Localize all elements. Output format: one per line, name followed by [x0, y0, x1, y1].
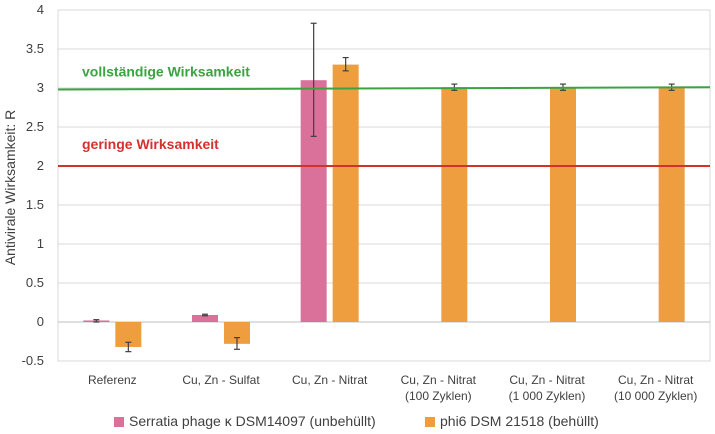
bar-phi6 [441, 87, 468, 322]
x-category-label: Referenz [88, 373, 137, 387]
y-tick-label: 0.5 [26, 275, 44, 290]
y-tick-label: 0 [37, 314, 44, 329]
bar-phi6 [332, 64, 359, 322]
legend-swatch [114, 417, 124, 427]
annotation-full-efficacy: vollständige Wirksamkeit [82, 64, 250, 80]
y-tick-label: 4 [37, 2, 44, 17]
x-category-label: Cu, Zn - Sulfat [182, 373, 260, 387]
annotation-low-efficacy: geringe Wirksamkeit [82, 136, 219, 152]
reference-line [57, 86, 711, 91]
bar-serratia [192, 314, 218, 322]
x-category-label: (1 000 Zyklen) [509, 389, 586, 403]
y-tick-label: 1.5 [26, 197, 44, 212]
legend-swatch [425, 417, 435, 427]
x-category-label: Cu, Zn - Nitrat [509, 373, 585, 387]
bar-phi6 [224, 322, 250, 344]
bar-phi6 [550, 87, 576, 322]
x-category-label: Cu, Zn - Nitrat [401, 373, 477, 387]
y-tick-label: 2 [37, 158, 44, 173]
y-tick-label: 1 [37, 236, 44, 251]
x-category-label: (100 Zyklen) [405, 389, 472, 403]
y-axis-title: Antivirale Wirksamkeit: R [2, 110, 18, 266]
x-category-label: Cu, Zn - Nitrat [292, 373, 368, 387]
y-tick-label: -0.5 [22, 353, 44, 368]
x-category-label: (10 000 Zyklen) [614, 389, 697, 403]
y-tick-label: 3 [37, 80, 44, 95]
y-tick-label: 3.5 [26, 41, 44, 56]
x-category-label: Cu, Zn - Nitrat [618, 373, 694, 387]
bar-phi6 [658, 87, 685, 322]
y-tick-label: 2.5 [26, 119, 44, 134]
legend-label: Serratia phage κ DSM14097 (unbehüllt) [129, 413, 376, 429]
legend-label: phi6 DSM 21518 (behüllt) [440, 413, 599, 429]
